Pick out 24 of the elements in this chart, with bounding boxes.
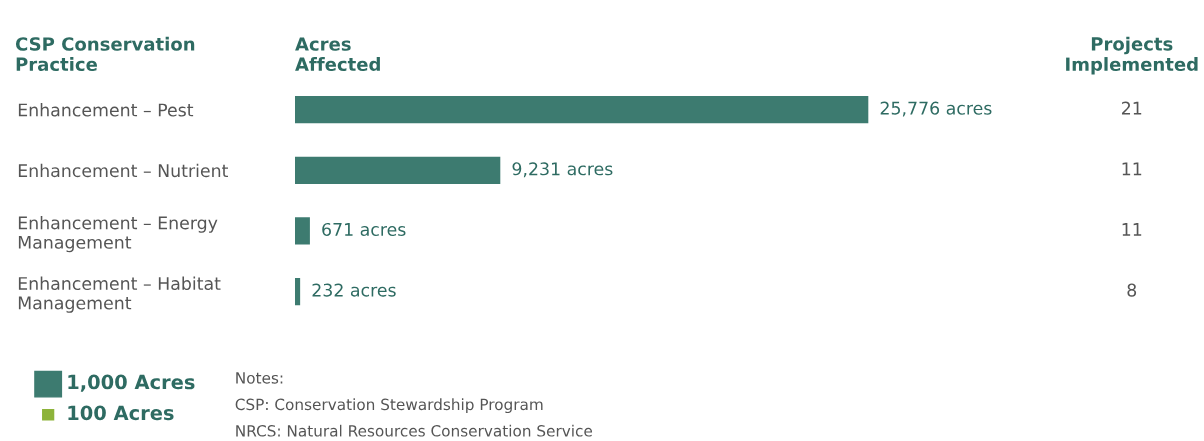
text: Notes: [236,372,283,384]
text: 8 [1127,283,1137,297]
text: 1,000 Acres [68,374,195,392]
data-label: 25,776 acres [880,101,992,117]
bar [294,217,310,245]
y-tick-label: Enhancement – Habitat Management [18,276,221,313]
y-tick-label: Enhancement – Pest [18,103,194,117]
text: CSP: Conservation Stewardship Program [235,398,543,414]
text: 11 [1122,223,1142,236]
data-label: 9,231 acres [512,162,613,178]
data-label: 671 acres [322,222,406,237]
y-tick-label: Enhancement – Energy Management [18,215,218,253]
text: NRCS: Natural Resources Conservation Service [236,424,593,437]
y-axis-title: CSP Conservation Practice [15,36,195,72]
text: 11 [1122,162,1142,176]
text: Projects Implemented [1066,36,1198,75]
data-label: 232 acres [312,283,396,297]
chart-title: Acres Affected [295,37,380,72]
bar [294,277,301,306]
bar [294,156,501,184]
text: 100 Acres [68,405,174,421]
y-tick-label: Enhancement – Nutrient [18,163,228,178]
text: 21 [1121,101,1142,115]
bar [294,96,869,124]
